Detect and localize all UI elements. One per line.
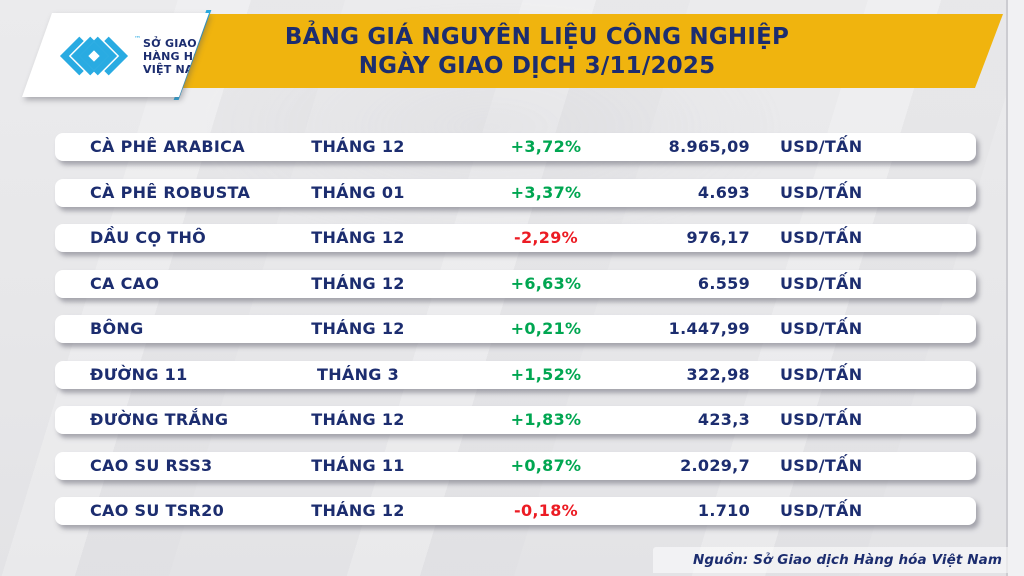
- contract-month: THÁNG 12: [311, 410, 405, 429]
- change-percent: +1,52%: [510, 364, 582, 384]
- change-percent: +3,72%: [510, 137, 582, 156]
- commodity-name: CAO SU RSS3: [90, 455, 213, 475]
- title-banner: BẢNG GIÁ NGUYÊN LIỆU CÔNG NGHIỆP NGÀY GI…: [97, 14, 1003, 88]
- price-unit: USD/TẤN: [780, 137, 863, 156]
- price-table: CÀ PHÊ ARABICA THÁNG 12 +3,72% 8.965,09 …: [55, 133, 976, 543]
- price-unit: USD/TẤN: [780, 455, 863, 475]
- table-row: ĐƯỜNG 11 THÁNG 3 +1,52% 322,98 USD/TẤN: [55, 360, 976, 389]
- price-value: 322,98: [686, 364, 750, 384]
- commodity-name: DẦU CỌ THÔ: [90, 228, 207, 247]
- table-row: BÔNG THÁNG 12 +0,21% 1.447,99 USD/TẤN: [55, 315, 976, 343]
- change-percent: +3,37%: [510, 182, 582, 202]
- commodity-name: CAO SU TSR20: [90, 501, 225, 520]
- contract-month: THÁNG 12: [311, 228, 405, 247]
- change-percent: +0,21%: [510, 319, 582, 338]
- contract-month: THÁNG 3: [316, 364, 399, 384]
- price-value: 2.029,7: [680, 455, 750, 475]
- source-credit: Nguồn: Sở Giao dịch Hàng hóa Việt Nam (M…: [692, 552, 1002, 568]
- change-percent: -0,18%: [514, 501, 578, 520]
- contract-month: THÁNG 12: [311, 273, 405, 293]
- page-title-line2: NGÀY GIAO DỊCH 3/11/2025: [358, 53, 716, 79]
- price-unit: USD/TẤN: [780, 319, 863, 338]
- logo-plate: ™ SỞ GIAO DỊCH HÀNG HÓA VIỆT NAM: [22, 13, 209, 97]
- table-row: ĐƯỜNG TRẮNG THÁNG 12 +1,83% 423,3 USD/TẤ…: [55, 406, 976, 434]
- contract-month: THÁNG 12: [311, 319, 405, 338]
- logo-org-line3: VIỆT NAM: [143, 62, 205, 76]
- price-unit: USD/TẤN: [780, 501, 863, 520]
- price-unit: USD/TẤN: [780, 228, 863, 247]
- contract-month: THÁNG 11: [311, 455, 405, 475]
- price-value: 1.447,99: [668, 319, 750, 338]
- change-percent: +6,63%: [510, 273, 582, 293]
- commodity-name: CÀ PHÊ ARABICA: [90, 137, 245, 156]
- background-panel-edge: [1006, 0, 1008, 576]
- commodity-name: ĐƯỜNG TRẮNG: [90, 410, 229, 429]
- commodity-name: CÀ PHÊ ROBUSTA: [90, 182, 251, 202]
- logo-org-line1: SỞ GIAO DỊCH: [143, 36, 233, 50]
- page-title-line1: BẢNG GIÁ NGUYÊN LIỆU CÔNG NGHIỆP: [284, 24, 790, 50]
- price-unit: USD/TẤN: [780, 182, 863, 202]
- mxv-logo-icon: [59, 36, 129, 76]
- logo-org-line2: HÀNG HÓA: [143, 49, 212, 63]
- background-right-margin: [1008, 0, 1024, 576]
- table-row: CA CAO THÁNG 12 +6,63% 6.559 USD/TẤN: [55, 269, 976, 298]
- commodity-name: CA CAO: [90, 273, 160, 293]
- table-row: CÀ PHÊ ROBUSTA THÁNG 01 +3,37% 4.693 USD…: [55, 178, 976, 207]
- price-value: 976,17: [686, 228, 750, 247]
- price-value: 8.965,09: [668, 137, 750, 156]
- price-unit: USD/TẤN: [780, 364, 863, 384]
- price-value: 1.710: [697, 501, 750, 520]
- contract-month: THÁNG 01: [311, 182, 405, 202]
- price-value: 423,3: [697, 410, 750, 429]
- change-percent: +1,83%: [510, 410, 582, 429]
- table-row: CAO SU TSR20 THÁNG 12 -0,18% 1.710 USD/T…: [55, 497, 976, 525]
- price-value: 4.693: [697, 182, 750, 202]
- table-row: CÀ PHÊ ARABICA THÁNG 12 +3,72% 8.965,09 …: [55, 133, 976, 161]
- mxv-logo: ™ SỞ GIAO DỊCH HÀNG HÓA VIỆT NAM: [15, 10, 225, 102]
- price-unit: USD/TẤN: [780, 273, 863, 293]
- logo-org-name: SỞ GIAO DỊCH HÀNG HÓA VIỆT NAM: [143, 36, 233, 76]
- table-row: DẦU CỌ THÔ THÁNG 12 -2,29% 976,17 USD/TẤ…: [55, 224, 976, 252]
- commodity-name: ĐƯỜNG 11: [90, 364, 188, 384]
- trademark-symbol: ™: [134, 35, 141, 43]
- commodity-name: BÔNG: [90, 319, 144, 338]
- price-unit: USD/TẤN: [780, 410, 863, 429]
- contract-month: THÁNG 12: [311, 137, 405, 156]
- change-percent: -2,29%: [514, 228, 578, 247]
- source-band: Nguồn: Sở Giao dịch Hàng hóa Việt Nam (M…: [653, 547, 1008, 573]
- price-value: 6.559: [697, 273, 750, 293]
- change-percent: +0,87%: [510, 455, 582, 475]
- contract-month: THÁNG 12: [311, 501, 405, 520]
- table-row: CAO SU RSS3 THÁNG 11 +0,87% 2.029,7 USD/…: [55, 451, 976, 480]
- page-title: BẢNG GIÁ NGUYÊN LIỆU CÔNG NGHIỆP NGÀY GI…: [97, 23, 1003, 81]
